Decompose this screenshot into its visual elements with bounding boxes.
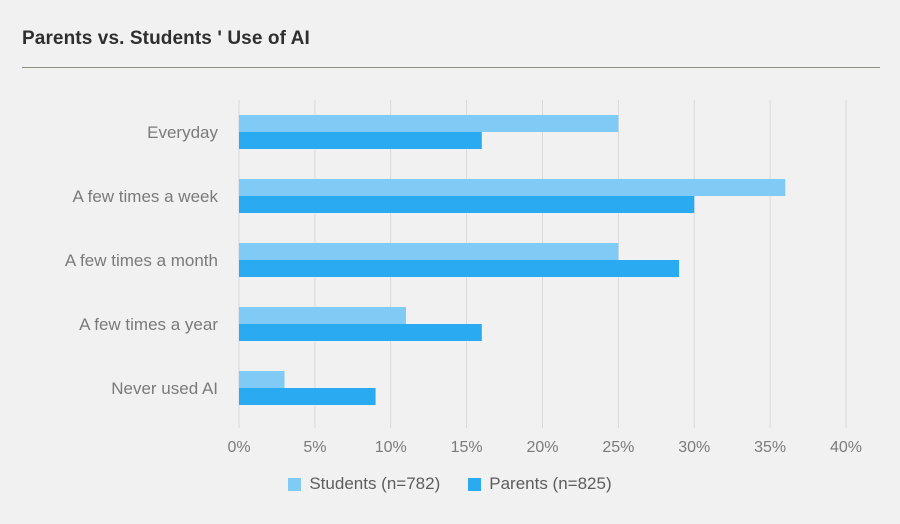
x-tick-label: 10% [375, 439, 407, 456]
x-tick-label: 35% [754, 439, 786, 456]
x-tick-label: 15% [451, 439, 483, 456]
bar-parents [239, 132, 482, 149]
x-tick-label: 30% [678, 439, 710, 456]
title-divider [22, 67, 880, 68]
legend-item-students: Students (n=782) [288, 474, 440, 494]
legend-item-parents: Parents (n=825) [468, 474, 612, 494]
x-tick-label: 25% [602, 439, 634, 456]
bar-parents [239, 388, 376, 405]
category-label: A few times a year [79, 315, 218, 334]
bar-students [239, 115, 619, 132]
legend: Students (n=782) Parents (n=825) [0, 474, 900, 494]
legend-label-parents: Parents (n=825) [489, 474, 612, 493]
bar-parents [239, 196, 695, 213]
bar-students [239, 179, 786, 196]
chart-title: Parents vs. Students ' Use of AI [22, 28, 310, 49]
bar-parents [239, 260, 680, 277]
bar-students [239, 243, 619, 260]
x-tick-label: 40% [830, 439, 862, 456]
legend-swatch-parents [468, 477, 482, 491]
legend-swatch-students [288, 477, 302, 491]
category-label: A few times a month [65, 251, 218, 270]
legend-label-students: Students (n=782) [309, 474, 441, 493]
category-label: Never used AI [111, 379, 218, 398]
category-label: Everyday [147, 123, 218, 142]
x-tick-label: 0% [227, 439, 250, 456]
x-tick-label: 20% [526, 439, 558, 456]
x-tick-label: 5% [303, 439, 326, 456]
bar-parents [239, 324, 482, 341]
bar-students [239, 307, 406, 324]
bar-students [239, 371, 285, 388]
category-label: A few times a week [72, 187, 218, 206]
